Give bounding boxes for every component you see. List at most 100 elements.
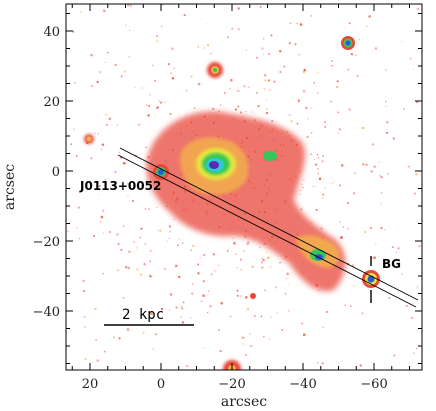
noise-pixel (401, 273, 403, 275)
noise-pixel (203, 254, 206, 256)
noise-pixel (155, 333, 157, 336)
noise-pixel (169, 113, 172, 115)
noise-pixel (170, 293, 173, 296)
compact-sources (84, 36, 380, 370)
noise-pixel (279, 50, 282, 53)
noise-pixel (310, 15, 313, 17)
noise-pixel (132, 200, 134, 202)
noise-pixel (107, 51, 109, 54)
noise-pixel (102, 209, 105, 212)
noise-pixel (385, 100, 387, 102)
noise-pixel (380, 227, 383, 230)
noise-pixel (144, 243, 147, 245)
noise-pixel (416, 100, 419, 103)
noise-pixel (150, 312, 153, 315)
noise-pixel (197, 272, 200, 275)
noise-pixel (84, 358, 87, 361)
noise-pixel (78, 206, 80, 209)
noise-pixel (336, 80, 339, 83)
source-left-star (84, 134, 94, 144)
noise-pixel (94, 307, 97, 310)
noise-pixel (90, 157, 93, 160)
noise-pixel (300, 208, 302, 211)
noise-pixel (263, 38, 265, 40)
noise-pixel (236, 289, 239, 292)
noise-pixel (275, 286, 278, 289)
noise-pixel (392, 246, 394, 248)
noise-pixel (387, 173, 389, 175)
noise-pixel (299, 23, 303, 26)
noise-pixel (207, 290, 209, 292)
noise-pixel (324, 121, 326, 123)
noise-pixel (85, 187, 87, 189)
noise-pixel (142, 331, 145, 334)
noise-pixel (78, 237, 81, 240)
noise-pixel (337, 132, 339, 134)
noise-pixel (157, 229, 159, 231)
noise-pixel (109, 231, 111, 233)
noise-pixel (212, 108, 215, 110)
noise-pixel (324, 187, 327, 189)
noise-pixel (159, 229, 162, 232)
noise-pixel (210, 53, 212, 55)
noise-pixel (368, 15, 371, 18)
noise-pixel (362, 163, 365, 166)
noise-pixel (117, 269, 119, 272)
x-tick-labels: 20 0 −20 −40 −60 (82, 377, 388, 392)
noise-pixel (108, 117, 111, 120)
noise-pixel (273, 80, 276, 83)
noise-pixel (312, 185, 314, 188)
noise-pixel (261, 257, 263, 260)
y-tick-labels: 40 20 0 −20 −40 (33, 25, 60, 320)
noise-pixel (395, 251, 398, 254)
noise-pixel (219, 104, 221, 106)
noise-pixel (101, 149, 103, 151)
noise-pixel (202, 294, 205, 297)
noise-pixel (118, 151, 121, 153)
noise-pixel (127, 182, 129, 185)
noise-pixel (418, 245, 421, 247)
noise-pixel (260, 315, 262, 318)
noise-pixel (125, 162, 127, 164)
noise-pixel (352, 264, 355, 267)
noise-pixel (321, 160, 324, 163)
noise-pixel (261, 266, 264, 269)
noise-pixel (152, 64, 154, 67)
noise-pixel (70, 143, 72, 145)
noise-pixel (288, 310, 290, 312)
noise-pixel (264, 289, 266, 291)
bg-label: BG (382, 257, 401, 271)
noise-pixel (266, 108, 268, 111)
noise-pixel (126, 328, 130, 331)
noise-pixel (413, 69, 414, 70)
noise-pixel (116, 124, 118, 126)
noise-pixel (113, 336, 115, 339)
noise-pixel (154, 79, 157, 82)
noise-pixel (117, 243, 120, 245)
noise-pixel (281, 329, 283, 331)
noise-pixel (200, 300, 203, 302)
noise-pixel (326, 311, 328, 313)
noise-pixel (341, 236, 344, 239)
y-tick-label: −20 (33, 235, 60, 250)
noise-pixel (403, 108, 405, 110)
y-tick-label: −40 (33, 305, 60, 320)
noise-pixel (322, 155, 324, 157)
noise-pixel (175, 264, 178, 268)
noise-pixel (413, 352, 415, 354)
noise-pixel (254, 315, 256, 317)
noise-pixel (118, 337, 121, 340)
noise-pixel (256, 92, 258, 94)
noise-pixel (380, 176, 383, 179)
noise-pixel (310, 153, 312, 155)
noise-pixel (263, 53, 265, 55)
noise-pixel (236, 295, 239, 297)
noise-pixel (125, 24, 127, 26)
noise-pixel (246, 243, 249, 246)
x-tick-label: 0 (157, 377, 165, 392)
noise-pixel (259, 6, 262, 8)
noise-pixel (257, 105, 260, 107)
noise-pixel (161, 25, 163, 28)
noise-pixel (197, 46, 199, 48)
noise-pixel (302, 187, 304, 189)
